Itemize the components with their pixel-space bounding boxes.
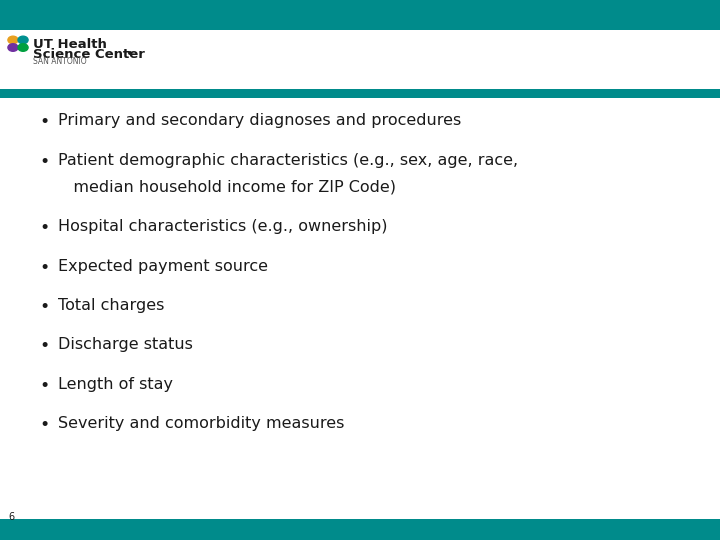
Text: Total charges: Total charges [58,298,164,313]
Text: SAN ANTONIO: SAN ANTONIO [33,57,86,66]
Text: UT Health: UT Health [33,38,107,51]
Text: •: • [40,153,50,171]
Text: •: • [40,113,50,131]
Text: 6: 6 [9,512,15,522]
Text: •: • [40,338,50,355]
Text: •: • [40,416,50,434]
Text: Discharge status: Discharge status [58,338,192,353]
FancyBboxPatch shape [0,98,720,519]
Circle shape [18,36,28,44]
Text: Patient demographic characteristics (e.g., sex, age, race,: Patient demographic characteristics (e.g… [58,153,518,168]
Circle shape [18,44,28,51]
FancyBboxPatch shape [0,519,720,540]
Circle shape [8,44,18,51]
Text: Expected payment source: Expected payment source [58,259,268,274]
Text: Primary and secondary diagnoses and procedures: Primary and secondary diagnoses and proc… [58,113,461,129]
Text: •: • [40,259,50,276]
Text: median household income for ZIP Code): median household income for ZIP Code) [58,180,395,195]
Circle shape [8,36,18,44]
Text: Hospital characteristics (e.g., ownership): Hospital characteristics (e.g., ownershi… [58,219,387,234]
Text: Length of stay: Length of stay [58,377,173,392]
FancyBboxPatch shape [0,30,720,89]
Text: •: • [40,377,50,395]
Text: Science Center: Science Center [33,48,145,60]
Text: •: • [126,48,134,60]
FancyBboxPatch shape [0,89,720,98]
Text: Severity and comorbidity measures: Severity and comorbidity measures [58,416,344,431]
Text: •: • [40,298,50,316]
FancyBboxPatch shape [0,0,720,30]
Text: •: • [40,219,50,237]
